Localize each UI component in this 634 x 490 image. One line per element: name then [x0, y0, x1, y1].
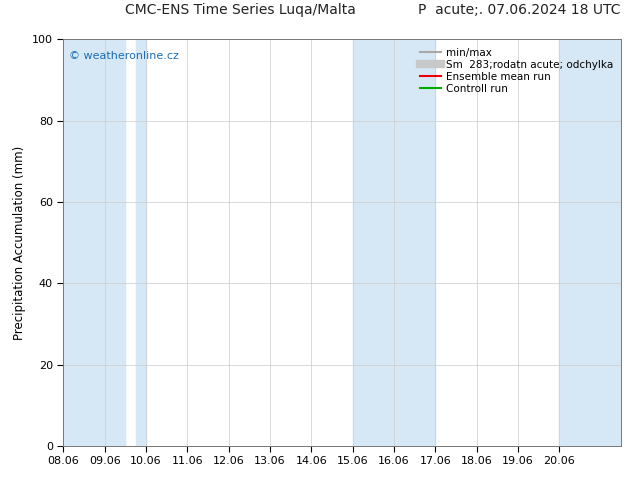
- Legend: min/max, Sm  283;rodatn acute; odchylka, Ensemble mean run, Controll run: min/max, Sm 283;rodatn acute; odchylka, …: [417, 45, 616, 97]
- Text: CMC-ENS Time Series Luqa/Malta: CMC-ENS Time Series Luqa/Malta: [126, 3, 356, 17]
- Y-axis label: Precipitation Accumulation (mm): Precipitation Accumulation (mm): [13, 146, 27, 340]
- Bar: [136, 39, 146, 446]
- Bar: [63, 39, 126, 446]
- Bar: [353, 39, 436, 446]
- Text: © weatheronline.cz: © weatheronline.cz: [69, 51, 179, 61]
- Bar: [559, 39, 621, 446]
- Text: P  acute;. 07.06.2024 18 UTC: P acute;. 07.06.2024 18 UTC: [418, 3, 621, 17]
